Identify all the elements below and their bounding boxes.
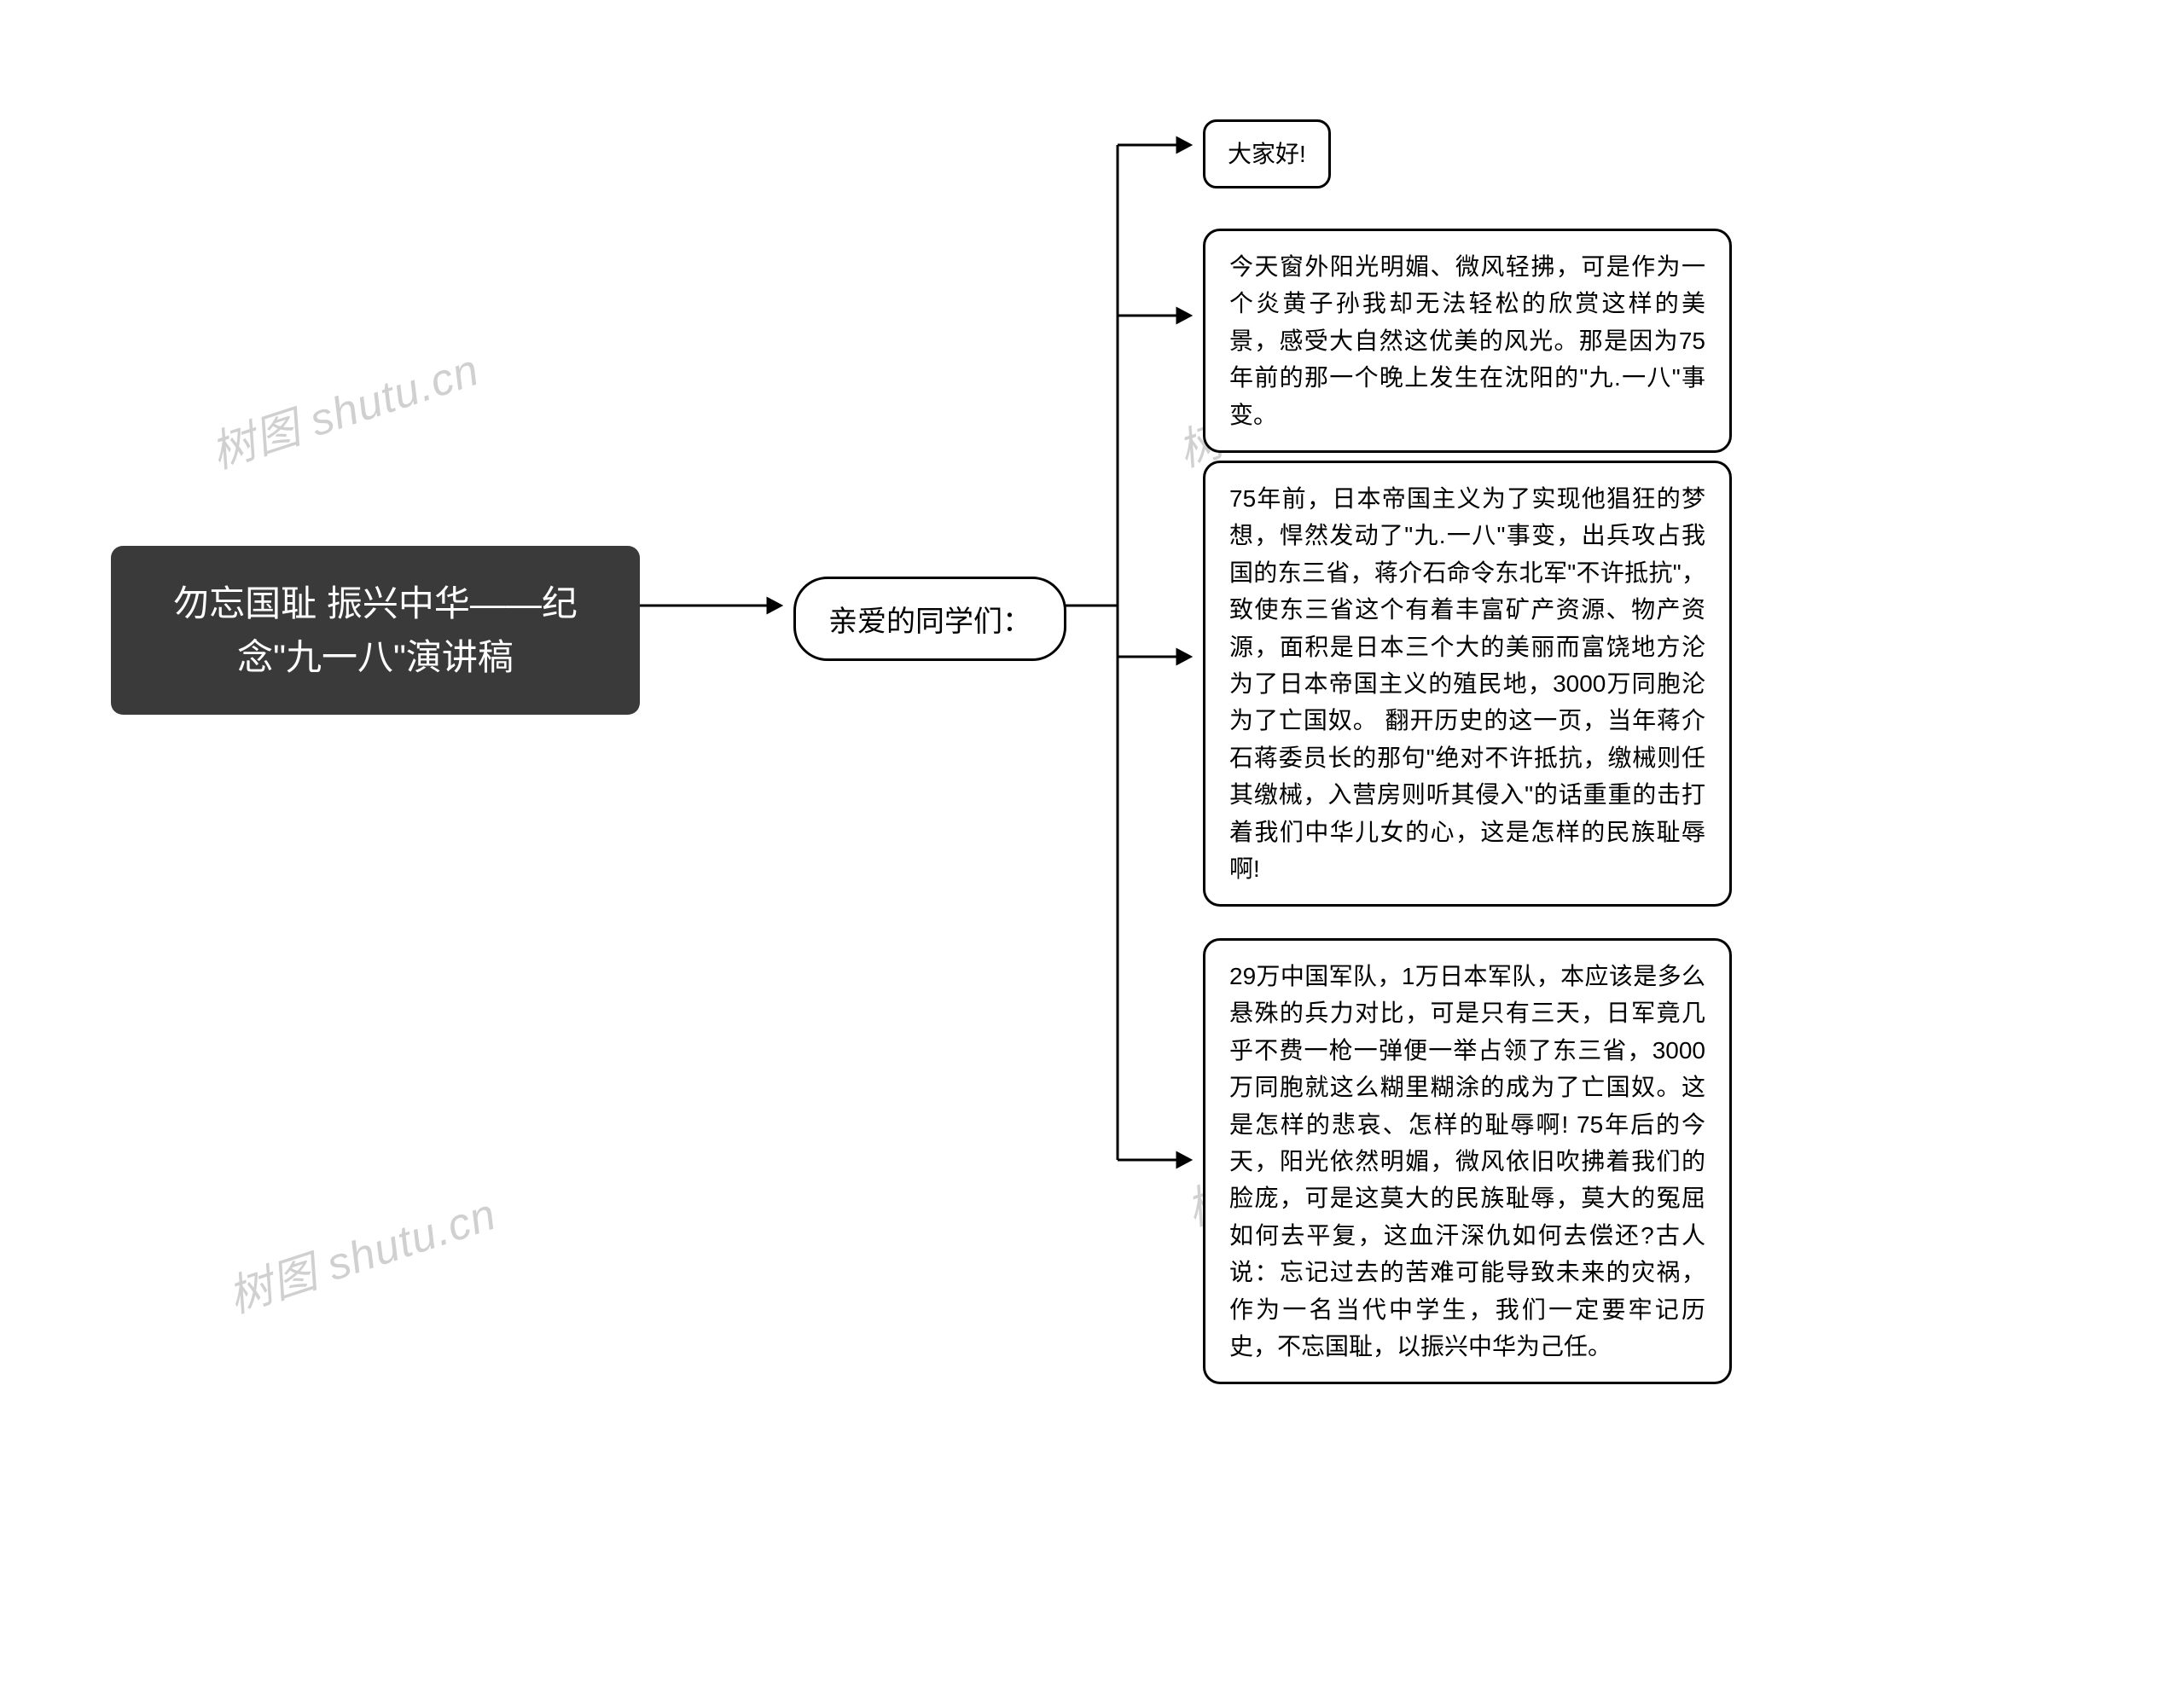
leaf-text: 今天窗外阳光明媚、微风轻拂，可是作为一个炎黄子孙我却无法轻松的欣赏这样的美景，感… — [1229, 253, 1705, 428]
watermark: 树图 shutu.cn — [201, 333, 485, 480]
leaf-node-4[interactable]: 29万中国军队，1万日本军队，本应该是多么悬殊的兵力对比，可是只有三天，日军竟几… — [1203, 938, 1732, 1384]
sub-node[interactable]: 亲爱的同学们： — [793, 577, 1066, 661]
root-node[interactable]: 勿忘国耻 振兴中华——纪念"九一八"演讲稿 — [111, 546, 640, 715]
leaf-text: 75年前，日本帝国主义为了实现他猖狂的梦想，悍然发动了"九.一八"事变，出兵攻占… — [1229, 485, 1705, 882]
watermark: 树图 shutu.cn — [218, 1178, 502, 1325]
leaf-text: 大家好! — [1228, 141, 1306, 167]
connector-lines — [0, 0, 2184, 1687]
leaf-node-3[interactable]: 75年前，日本帝国主义为了实现他猖狂的梦想，悍然发动了"九.一八"事变，出兵攻占… — [1203, 461, 1732, 907]
root-node-text: 勿忘国耻 振兴中华——纪念"九一八"演讲稿 — [173, 583, 578, 677]
sub-node-text: 亲爱的同学们： — [828, 606, 1031, 638]
leaf-node-2[interactable]: 今天窗外阳光明媚、微风轻拂，可是作为一个炎黄子孙我却无法轻松的欣赏这样的美景，感… — [1203, 229, 1732, 453]
leaf-node-1[interactable]: 大家好! — [1203, 119, 1331, 188]
leaf-text: 29万中国军队，1万日本军队，本应该是多么悬殊的兵力对比，可是只有三天，日军竟几… — [1229, 963, 1705, 1359]
